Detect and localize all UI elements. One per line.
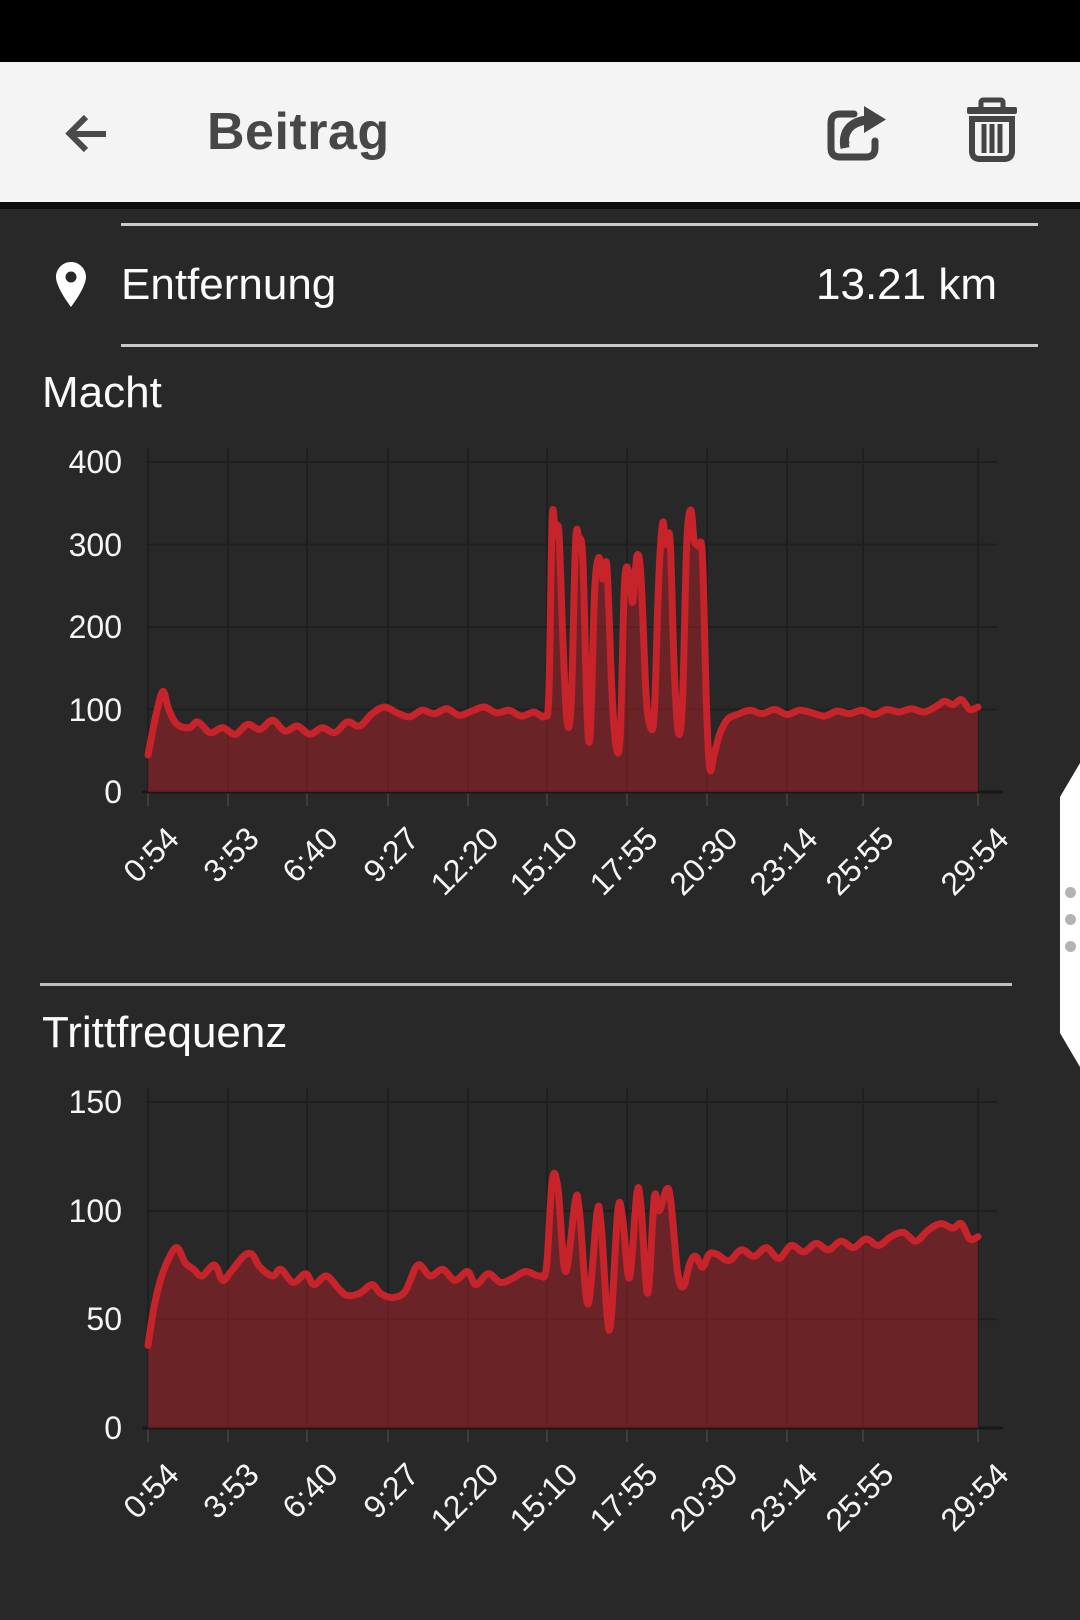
delete-button[interactable]: [955, 92, 1035, 172]
share-button[interactable]: [818, 92, 898, 172]
back-arrow-icon: [56, 114, 116, 167]
chart-1: [142, 1088, 1003, 1442]
power-chart-title: Macht: [42, 368, 162, 417]
location-pin-icon: [54, 261, 88, 314]
y-axis-label: 150: [68, 1084, 122, 1120]
y-axis-label: 50: [86, 1301, 122, 1338]
y-axis-label: 300: [68, 526, 122, 563]
grid-lines: [142, 448, 1003, 806]
grid-lines: [142, 1088, 1003, 1442]
chart-0: [142, 448, 1003, 806]
status-bar: [0, 0, 1080, 62]
y-axis-label: 0: [104, 774, 122, 810]
y-axis-label: 0: [104, 1410, 122, 1446]
series-area: [148, 1173, 978, 1428]
back-button[interactable]: [56, 104, 116, 164]
handle-dot-icon: [1065, 941, 1076, 952]
summary-divider-top: [121, 223, 1038, 226]
y-axis-label: 200: [68, 609, 122, 645]
section-divider: [40, 983, 1012, 986]
series-line: [144, 506, 982, 775]
edge-panel-handle[interactable]: [1059, 763, 1080, 1067]
handle-dot-icon: [1065, 887, 1076, 898]
summary-label: Entfernung: [121, 260, 337, 309]
trash-icon: [955, 97, 1035, 175]
handle-dot-icon: [1065, 914, 1076, 925]
y-axis-label: 100: [68, 1192, 122, 1229]
cadence-chart-title: Trittfrequenz: [42, 1008, 288, 1057]
y-axis-label: 100: [68, 691, 122, 728]
summary-row[interactable]: Entfernung 13.21 km: [0, 247, 1080, 323]
page-title: Beitrag: [207, 103, 390, 161]
series-area: [148, 509, 978, 792]
share-icon: [818, 106, 898, 175]
summary-value: 13.21 km: [816, 260, 997, 309]
app-bar: Beitrag: [0, 62, 1080, 209]
summary-divider-bottom: [121, 344, 1038, 347]
y-axis-label: 400: [68, 444, 122, 480]
series-line: [144, 1169, 982, 1349]
